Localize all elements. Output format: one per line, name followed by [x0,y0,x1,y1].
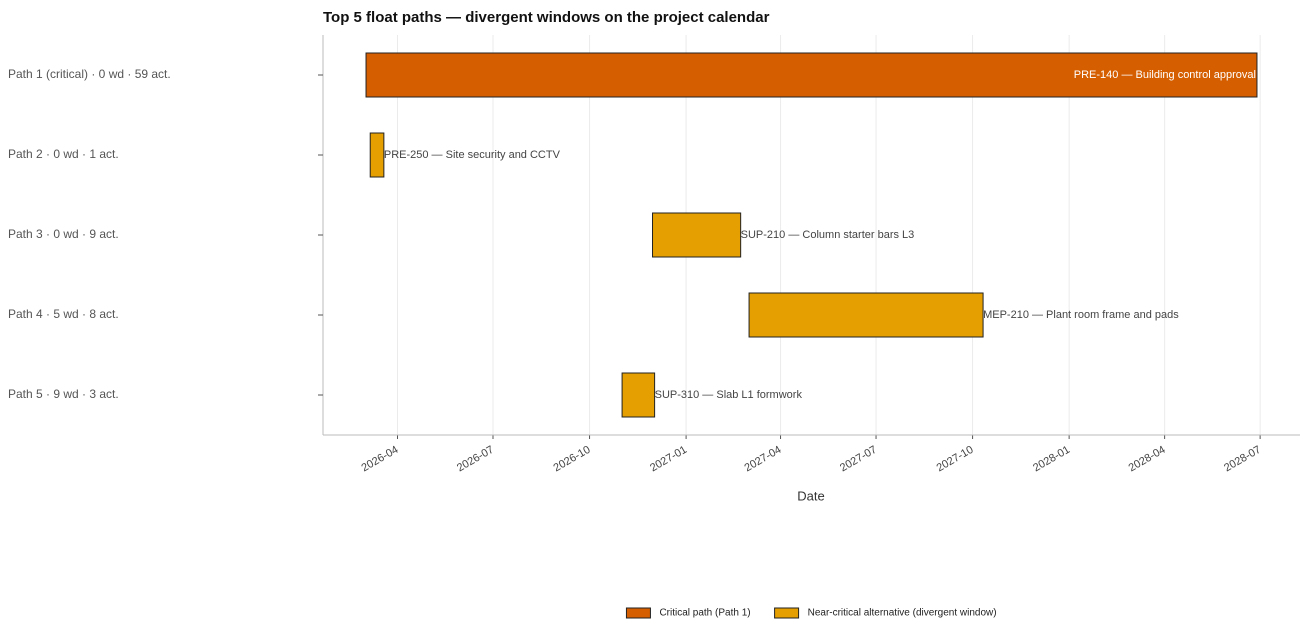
bar [369,132,385,178]
x-axis-label: Date [797,488,824,503]
x-tick-label: 2027-07 [838,444,879,475]
chart-title: Top 5 float paths — divergent windows on… [323,9,770,26]
x-tick-label: 2027-04 [743,444,784,475]
bar [365,52,1258,98]
legend-label: Critical path (Path 1) [659,608,750,619]
legend-label: Near-critical alternative (divergent win… [808,608,997,619]
x-tick-label: 2026-04 [359,444,400,475]
legend: Critical path (Path 1) Near-critical alte… [625,607,997,619]
bar [621,372,656,418]
y-tick-label: Path 1 (critical) · 0 wd · 59 act. [8,67,171,81]
x-tick-label: 2027-01 [648,444,689,475]
bar-annotation: PRE-140 — Building control approval [1074,69,1256,81]
bar-annotation: SUP-310 — Slab L1 formwork [655,389,803,401]
bar-annotation: PRE-250 — Site security and CCTV [384,149,561,161]
y-tick-label: Path 3 · 0 wd · 9 act. [8,227,119,241]
x-tick-label: 2026-07 [455,444,496,475]
bar-annotation: SUP-210 — Column starter bars L3 [741,229,915,241]
x-tick-label: 2028-07 [1222,444,1263,475]
bar [652,212,742,258]
y-tick-label: Path 4 · 5 wd · 8 act. [8,307,119,321]
bar [748,292,984,338]
legend-swatch [625,607,651,619]
x-tick-label: 2027-10 [935,444,976,475]
x-tick-label: 2026-10 [552,444,593,475]
x-tick-label: 2028-04 [1127,444,1168,475]
legend-swatch [774,607,800,619]
bar-annotation: MEP-210 — Plant room frame and pads [983,309,1179,321]
x-tick-label: 2028-01 [1031,444,1072,475]
y-tick-label: Path 2 · 0 wd · 1 act. [8,147,119,161]
y-tick-label: Path 5 · 9 wd · 3 act. [8,387,119,401]
